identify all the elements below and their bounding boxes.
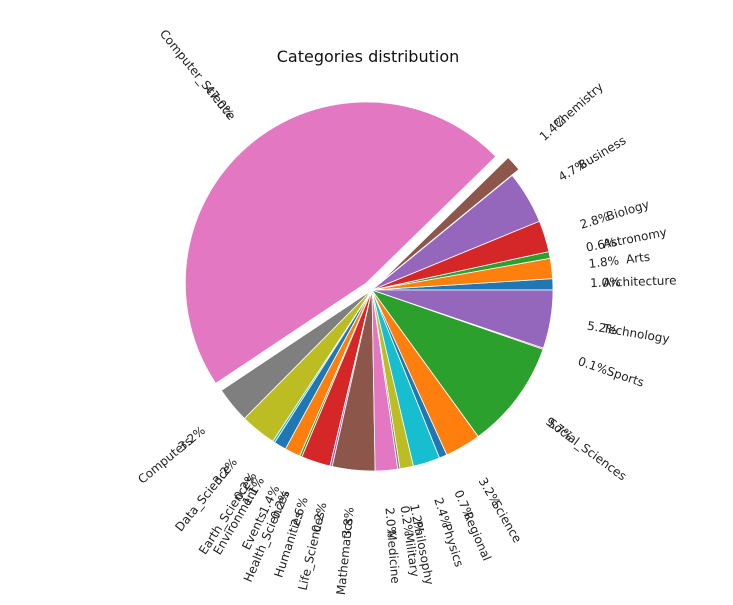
chart-title: Categories distribution <box>277 47 460 66</box>
slice-pct-mathematics: 3.8% <box>340 506 357 538</box>
slice-business <box>371 174 540 291</box>
slice-chemistry <box>378 156 520 285</box>
slice-pct-medicine: 2.0% <box>383 507 399 539</box>
slice-pct-arts: 1.8% <box>588 253 620 271</box>
slice-pct-astronomy: 0.6% <box>585 235 618 255</box>
slice-pct-architecture: 1.0% <box>590 275 621 290</box>
slice-pct-military: 0.2% <box>398 505 416 537</box>
slice-pct-life-sciences: 0.2% <box>309 501 330 534</box>
slice-computer-science <box>184 101 497 384</box>
slice-label-arts: Arts <box>625 250 651 267</box>
slice-label-architecture: Architecture <box>603 273 677 289</box>
slice-pct-philosophy: 1.2% <box>407 503 427 536</box>
slice-pct-technology: 5.2% <box>586 319 618 338</box>
slice-label-medicine: Medicine <box>384 530 402 585</box>
slice-label-military: Military <box>402 532 422 578</box>
slice-technology <box>371 289 554 349</box>
pie-slices <box>184 101 554 472</box>
slice-social-sciences <box>370 289 544 438</box>
